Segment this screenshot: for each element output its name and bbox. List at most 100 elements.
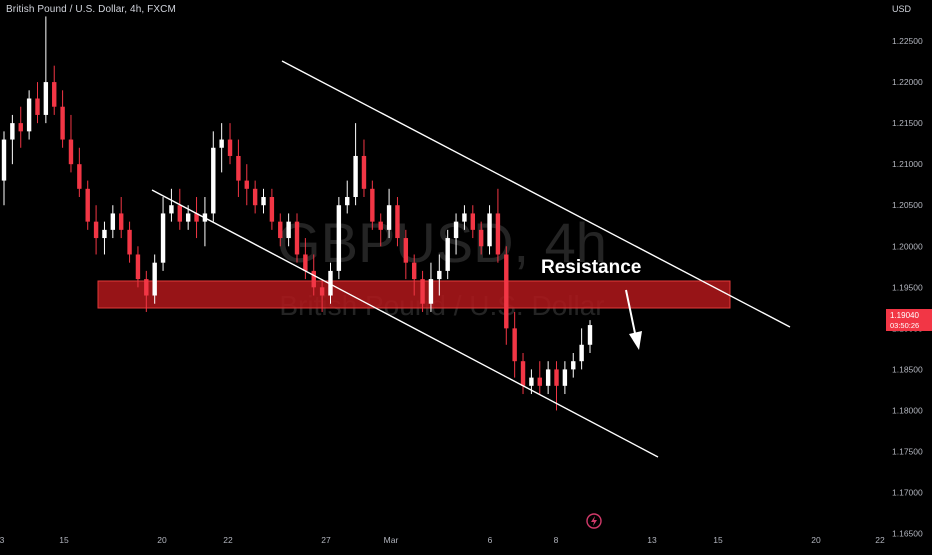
price-tick-label: 1.17500: [892, 446, 923, 456]
time-tick-label: 15: [713, 535, 723, 545]
time-tick-label: 8: [554, 535, 559, 545]
price-axis[interactable]: 1.16500 1.17000 1.17500 1.18000 1.18500 1.190…: [892, 36, 923, 539]
candle: [93, 205, 99, 255]
candle: [10, 114, 15, 165]
candle: [520, 352, 526, 395]
down-arrow-icon: [625, 289, 642, 350]
candles: [1, 16, 593, 411]
last-price-tag: 1.19040 03:50:26: [886, 309, 932, 331]
candle: [77, 147, 82, 198]
price-tick-label: 1.21500: [892, 118, 923, 128]
candle: [445, 229, 450, 280]
watermark-symbol: GBPUSD, 4h: [277, 211, 607, 274]
candle: [587, 320, 593, 353]
candle: [395, 197, 400, 247]
channel-lower-line[interactable]: [151, 189, 659, 458]
candle: [236, 139, 241, 198]
candle: [60, 90, 65, 148]
candle: [319, 279, 325, 312]
candle: [345, 180, 350, 214]
time-axis[interactable]: 3 15 20 22 27 Mar 6 8 13 15 20 22: [0, 535, 885, 545]
candle: [303, 238, 308, 280]
chart-title: British Pound / U.S. Dollar, 4h, FXCM: [6, 4, 176, 15]
time-tick-label: 3: [0, 535, 5, 545]
candle: [43, 16, 49, 124]
candle: [462, 205, 467, 230]
candle: [219, 123, 224, 173]
candle: [194, 197, 199, 239]
candle: [504, 246, 509, 345]
last-price-value: 1.19040: [890, 311, 919, 320]
candle: [110, 205, 116, 239]
lightning-icon[interactable]: [586, 513, 602, 529]
time-tick-label: 27: [321, 535, 331, 545]
candle: [68, 114, 74, 173]
candle: [437, 254, 442, 296]
candle: [453, 213, 459, 255]
candle: [244, 164, 249, 206]
candle: [562, 361, 568, 395]
candle: [478, 221, 484, 255]
candle: [537, 361, 542, 395]
candle: [294, 213, 300, 263]
channel-upper-line[interactable]: [281, 60, 791, 328]
candle: [127, 221, 132, 263]
time-tick-label: 13: [647, 535, 657, 545]
time-tick-label: 22: [223, 535, 233, 545]
candle: [286, 213, 291, 247]
candle: [211, 131, 216, 222]
candle: [85, 180, 90, 230]
candle: [1, 131, 7, 206]
resistance-label: Resistance: [541, 257, 641, 278]
candle: [144, 270, 149, 312]
candle: [361, 139, 367, 198]
time-tick-label: 6: [488, 535, 493, 545]
time-tick-label: 22: [875, 535, 885, 545]
candle: [403, 229, 409, 280]
currency-label: USD: [892, 4, 912, 14]
price-tick-label: 1.18000: [892, 405, 923, 415]
price-tick-label: 1.22500: [892, 36, 923, 46]
candle: [554, 361, 559, 411]
candle: [353, 123, 358, 206]
time-tick-label: 20: [157, 535, 167, 545]
candle: [428, 262, 434, 312]
candle: [26, 90, 32, 140]
time-tick-label: Mar: [384, 535, 399, 545]
candle: [261, 188, 266, 214]
candle: [135, 246, 141, 288]
candle: [495, 188, 501, 263]
candle: [18, 106, 23, 148]
candle: [386, 188, 392, 239]
price-tick-label: 1.21000: [892, 159, 923, 169]
candle: [571, 352, 576, 378]
candle: [412, 254, 417, 296]
candle: [370, 180, 375, 230]
candle: [169, 188, 174, 222]
candle: [336, 197, 342, 280]
candle: [420, 270, 425, 312]
candle: [252, 180, 258, 214]
price-tick-label: 1.18500: [892, 364, 923, 374]
candle: [227, 123, 233, 165]
time-tick-label: 15: [59, 535, 69, 545]
candle: [328, 262, 333, 304]
price-tick-label: 1.20000: [892, 241, 923, 251]
candle: [160, 197, 166, 271]
candle: [278, 213, 283, 247]
candle: [545, 361, 551, 395]
price-tick-label: 1.20500: [892, 200, 923, 210]
last-price-countdown: 03:50:26: [890, 321, 919, 330]
time-tick-label: 20: [811, 535, 821, 545]
price-tick-label: 1.17000: [892, 488, 923, 498]
candle: [378, 213, 383, 247]
candle: [269, 188, 275, 230]
candle: [202, 197, 208, 247]
price-tick-label: 1.16500: [892, 529, 923, 539]
candle: [487, 205, 492, 255]
candle: [470, 205, 475, 239]
candle: [579, 328, 584, 370]
candle: [119, 197, 124, 239]
